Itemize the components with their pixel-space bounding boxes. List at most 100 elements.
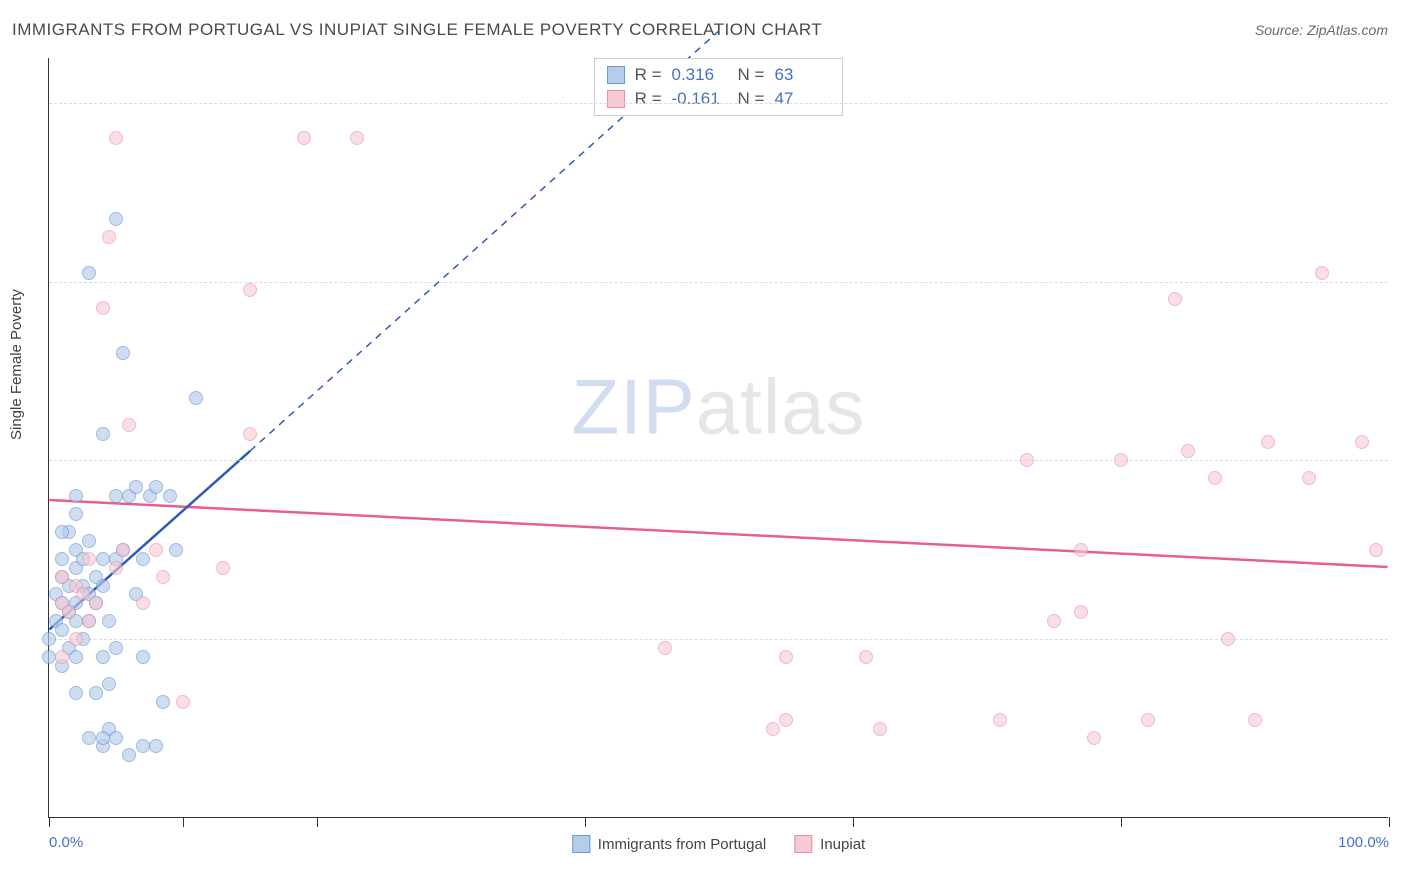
stats-legend-box: R = 0.316 N = 63 R = -0.161 N = 47 [594, 58, 844, 116]
point-series2 [1020, 453, 1034, 467]
point-series2 [1114, 453, 1128, 467]
point-series1 [156, 695, 170, 709]
point-series2 [1087, 731, 1101, 745]
point-series2 [779, 650, 793, 664]
point-series2 [109, 561, 123, 575]
point-series1 [102, 677, 116, 691]
point-series1 [96, 731, 110, 745]
point-series2 [62, 605, 76, 619]
x-tick [317, 817, 318, 827]
point-series1 [69, 686, 83, 700]
point-series2 [102, 230, 116, 244]
x-axis-legend: Immigrants from Portugal Inupiat [572, 835, 865, 853]
stat-n-label: N = [738, 89, 765, 109]
point-series1 [96, 427, 110, 441]
point-series1 [55, 525, 69, 539]
stats-row-series2: R = -0.161 N = 47 [607, 87, 831, 111]
point-series1 [163, 489, 177, 503]
swatch-series1-bottom [572, 835, 590, 853]
stat-r-value-series2: -0.161 [672, 89, 728, 109]
point-series1 [96, 552, 110, 566]
point-series2 [216, 561, 230, 575]
point-series1 [82, 731, 96, 745]
point-series2 [76, 587, 90, 601]
point-series2 [89, 596, 103, 610]
point-series2 [176, 695, 190, 709]
point-series1 [169, 543, 183, 557]
point-series2 [1208, 471, 1222, 485]
point-series2 [149, 543, 163, 557]
point-series2 [1302, 471, 1316, 485]
point-series1 [96, 579, 110, 593]
point-series1 [69, 650, 83, 664]
point-series1 [42, 650, 56, 664]
point-series1 [109, 641, 123, 655]
point-series1 [109, 489, 123, 503]
point-series2 [55, 570, 69, 584]
point-series1 [109, 731, 123, 745]
gridline-h [49, 103, 1388, 104]
xlegend-label-series2: Inupiat [820, 836, 865, 853]
point-series2 [116, 543, 130, 557]
point-series2 [1074, 605, 1088, 619]
point-series2 [993, 713, 1007, 727]
point-series2 [82, 614, 96, 628]
x-tick [853, 817, 854, 827]
point-series2 [109, 131, 123, 145]
point-series1 [82, 534, 96, 548]
x-tick-label: 0.0% [49, 834, 83, 851]
chart-title: IMMIGRANTS FROM PORTUGAL VS INUPIAT SING… [12, 20, 822, 40]
watermark-zip: ZIP [571, 363, 695, 451]
source-attribution: Source: ZipAtlas.com [1255, 22, 1388, 38]
stat-r-label: R = [635, 89, 662, 109]
point-series1 [189, 391, 203, 405]
point-series1 [96, 650, 110, 664]
xlegend-item-series1: Immigrants from Portugal [572, 835, 766, 853]
point-series1 [149, 480, 163, 494]
point-series1 [102, 614, 116, 628]
point-series2 [1261, 435, 1275, 449]
x-tick [585, 817, 586, 827]
swatch-series1 [607, 66, 625, 84]
point-series1 [82, 266, 96, 280]
point-series1 [55, 623, 69, 637]
x-tick [49, 817, 50, 827]
point-series1 [109, 212, 123, 226]
gridline-h [49, 460, 1388, 461]
xlegend-item-series2: Inupiat [794, 835, 865, 853]
point-series1 [89, 686, 103, 700]
stat-r-value-series1: 0.316 [672, 65, 728, 85]
point-series1 [129, 480, 143, 494]
point-series2 [82, 552, 96, 566]
y-axis-label: Single Female Poverty [8, 289, 25, 440]
point-series1 [136, 650, 150, 664]
point-series1 [69, 507, 83, 521]
watermark: ZIPatlas [571, 362, 865, 453]
point-series2 [859, 650, 873, 664]
point-series2 [766, 722, 780, 736]
point-series2 [96, 301, 110, 315]
x-tick-label: 100.0% [1338, 834, 1389, 851]
point-series2 [1221, 632, 1235, 646]
point-series2 [297, 131, 311, 145]
x-tick [1389, 817, 1390, 827]
point-series1 [149, 739, 163, 753]
point-series2 [779, 713, 793, 727]
point-series2 [658, 641, 672, 655]
point-series2 [69, 632, 83, 646]
point-series2 [1355, 435, 1369, 449]
point-series1 [136, 739, 150, 753]
point-series2 [55, 650, 69, 664]
point-series1 [55, 552, 69, 566]
point-series1 [116, 346, 130, 360]
x-tick [1121, 817, 1122, 827]
x-tick [183, 817, 184, 827]
point-series2 [1248, 713, 1262, 727]
point-series2 [1074, 543, 1088, 557]
point-series1 [122, 748, 136, 762]
stat-n-value-series2: 47 [774, 89, 830, 109]
stat-r-label: R = [635, 65, 662, 85]
watermark-atlas: atlas [696, 363, 866, 451]
point-series2 [1168, 292, 1182, 306]
point-series2 [122, 418, 136, 432]
